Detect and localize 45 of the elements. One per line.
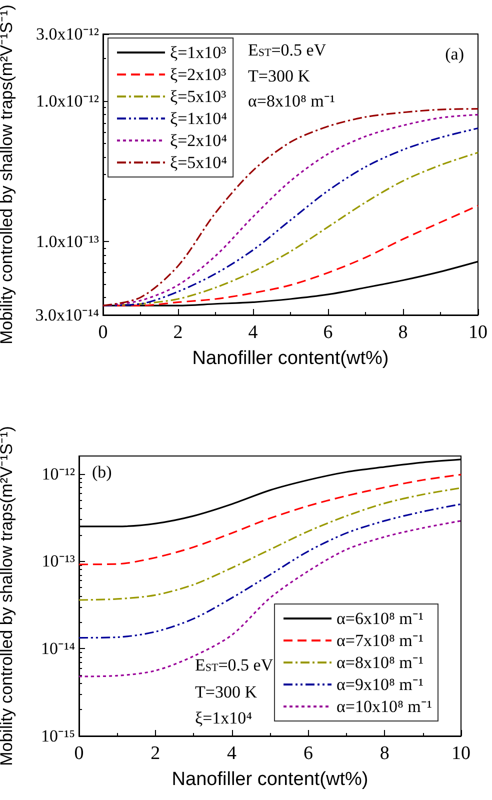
annotation: T=300 K xyxy=(248,66,311,86)
y-tick-label: 10⁻¹⁵ xyxy=(40,726,76,746)
y-tick-label: 10⁻¹² xyxy=(42,464,75,484)
legend-label: ξ=1x10³ xyxy=(170,43,226,62)
x-tick-label: 10 xyxy=(452,743,470,764)
y-tick-label: 1.0x10⁻¹³ xyxy=(36,232,99,252)
legend-label: α=8x10⁸ m⁻¹ xyxy=(336,653,424,672)
x-tick-label: 4 xyxy=(248,322,258,343)
annotation: α=8x10⁸ m⁻¹ xyxy=(248,92,335,110)
legend-label: α=7x10⁸ m⁻¹ xyxy=(336,631,424,650)
y-tick-label: 10⁻¹⁴ xyxy=(40,639,76,658)
line-series xyxy=(78,520,462,678)
legend-label: ξ=5x10⁴ xyxy=(170,153,228,172)
x-axis-title: Nanofiller content(wt%) xyxy=(192,348,389,369)
legend-label: α=10x10⁸ m⁻¹ xyxy=(336,697,432,716)
annotation: (b) xyxy=(92,462,112,482)
x-tick-label: 6 xyxy=(303,743,313,764)
x-tick-label: 4 xyxy=(227,743,238,764)
annotation: EST=0.5 eV xyxy=(195,656,274,674)
legend-label: ξ=1x10⁴ xyxy=(170,109,228,128)
annotation: (a) xyxy=(445,44,464,64)
annotation: ξ=1x10⁴ xyxy=(195,708,252,728)
x-tick-label: 0 xyxy=(98,322,108,343)
x-tick-label: 0 xyxy=(74,743,84,764)
y-tick-label: 10⁻¹³ xyxy=(42,552,75,571)
legend-label: ξ=5x10³ xyxy=(170,87,226,106)
y-axis-title: Mobility controlled by shallow traps(m²V⁻¹S⁻¹) xyxy=(0,426,16,766)
legend-label: α=6x10⁸ m⁻¹ xyxy=(336,609,424,628)
x-tick-label: 8 xyxy=(398,322,408,343)
legend-label: ξ=2x10³ xyxy=(170,65,226,84)
line-series xyxy=(78,487,462,601)
x-tick-label: 8 xyxy=(380,743,390,764)
y-tick-label: 1.0x10⁻¹² xyxy=(36,92,99,111)
x-tick-label: 10 xyxy=(468,322,488,343)
y-tick-label: 3.0x10⁻¹⁴ xyxy=(35,306,100,324)
x-tick-label: 2 xyxy=(173,322,183,343)
x-tick-label: 2 xyxy=(150,743,160,764)
legend-label: α=9x10⁸ m⁻¹ xyxy=(336,675,424,694)
legend-label: ξ=2x10⁴ xyxy=(170,131,228,150)
x-tick-label: 6 xyxy=(323,322,333,343)
annotation: T=300 K xyxy=(195,682,258,702)
y-axis-title: Mobility controlled by shallow traps(m²V⁻¹S⁻¹) xyxy=(0,4,16,344)
y-tick-label: 3.0x10⁻¹² xyxy=(36,24,99,44)
x-axis-title: Nanofiller content(wt%) xyxy=(172,769,368,790)
annotation: EST=0.5 eV xyxy=(248,40,327,60)
